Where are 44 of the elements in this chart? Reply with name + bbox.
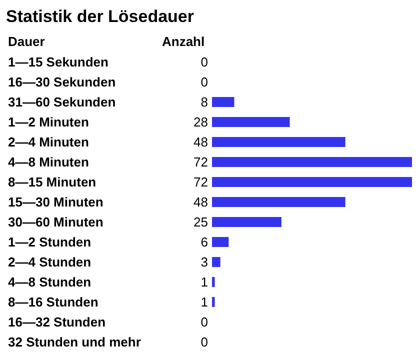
data-label: 25	[194, 214, 208, 230]
chart-title: Statistik der Lösedauer	[6, 7, 194, 26]
y-tick-label: 1—15 Sekunden	[8, 54, 108, 70]
bar	[212, 177, 412, 187]
data-label: 6	[200, 234, 208, 250]
data-label: 72	[194, 174, 208, 190]
y-tick-label: 32 Stunden und mehr	[8, 334, 141, 350]
data-label: 0	[200, 74, 208, 90]
data-label: 0	[200, 54, 208, 70]
x-axis-title: Anzahl	[162, 34, 205, 49]
data-label: 1	[200, 274, 208, 290]
data-label: 48	[194, 194, 208, 210]
data-label: 3	[200, 254, 208, 270]
bar	[212, 257, 220, 267]
data-label: 1	[200, 294, 208, 310]
y-tick-label: 8—16 Stunden	[8, 294, 98, 310]
y-tick-label: 4—8 Stunden	[8, 274, 92, 290]
data-label: 48	[194, 134, 208, 150]
bar	[212, 157, 412, 167]
y-tick-label: 16—30 Sekunden	[8, 74, 116, 90]
y-tick-label: 1—2 Stunden	[8, 234, 92, 250]
y-tick-label: 4—8 Minuten	[8, 154, 89, 170]
bar	[212, 117, 290, 127]
y-tick-label: 15—30 Minuten	[8, 194, 104, 210]
y-tick-label: 16—32 Stunden	[8, 314, 106, 330]
bar	[212, 97, 234, 107]
y-axis-title: Dauer	[8, 34, 45, 49]
data-label: 28	[194, 114, 208, 130]
bar	[212, 237, 229, 247]
data-label: 8	[200, 94, 208, 110]
data-label: 0	[200, 334, 208, 350]
bar	[212, 137, 346, 147]
bar	[212, 297, 215, 307]
y-tick-label: 1—2 Minuten	[8, 114, 89, 130]
y-tick-label: 2—4 Stunden	[8, 254, 92, 270]
y-tick-label: 31—60 Sekunden	[8, 94, 116, 110]
bar	[212, 197, 346, 207]
data-label: 0	[200, 314, 208, 330]
data-label: 72	[194, 154, 208, 170]
y-tick-label: 8—15 Minuten	[8, 174, 96, 190]
bar	[212, 277, 215, 287]
y-tick-label: 2—4 Minuten	[8, 134, 89, 150]
y-tick-label: 30—60 Minuten	[8, 214, 104, 230]
bar	[212, 217, 282, 227]
